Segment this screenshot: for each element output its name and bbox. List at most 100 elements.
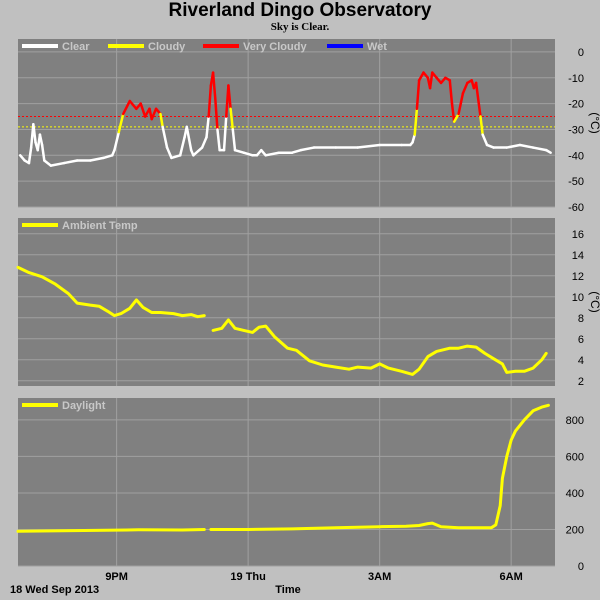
legend-label-cloudy: Cloudy [148, 41, 186, 53]
sky-panel: 0 -10 -20 -30 -40 -50 -60 (°C) Clear Cloudy Ve… [18, 39, 600, 214]
sky-temp-segment [450, 102, 456, 123]
sky-thresholds [18, 116, 555, 128]
sky-temp-segment [40, 143, 46, 162]
sky-temp-segment [214, 97, 219, 131]
sky-temp-segment [461, 81, 469, 95]
sky-temp-segment [161, 125, 169, 149]
y-tick-label: 8 [578, 313, 584, 325]
sky-temp-segment [505, 143, 522, 149]
legend-label-wet: Wet [367, 41, 387, 53]
sky-grid [18, 39, 555, 208]
ambient-grid [18, 218, 555, 386]
y-tick-label: -20 [568, 99, 584, 111]
sky-temp-segment [207, 84, 213, 118]
sky-temp-segment [170, 154, 182, 160]
y-tick-label: 12 [572, 271, 584, 283]
x-tick-label: 3AM [368, 571, 391, 583]
sky-temp-segment [62, 159, 79, 165]
sky-temp-segment [89, 156, 105, 162]
daylight-line [16, 528, 206, 533]
sky-temp-segment [413, 107, 419, 136]
y-tick-label: -40 [568, 150, 584, 162]
legend-label-ambient: Ambient Temp [62, 220, 138, 232]
sky-series [18, 71, 552, 167]
sky-temp-segment [229, 107, 235, 131]
y-tick-label: 16 [572, 229, 584, 241]
x-axis-ticks: 9PM 19 Thu 3AM 6AM [105, 571, 522, 583]
ambient-line [16, 265, 206, 319]
x-tick-label: 9PM [105, 571, 128, 583]
sky-temp-segment [113, 130, 121, 152]
y-tick-label: 800 [566, 415, 584, 427]
x-axis-title: Time [275, 584, 300, 596]
ambient-line [211, 318, 548, 376]
chart-subtitle: Sky is Clear. [270, 21, 330, 33]
ambient-panel-bg [18, 218, 555, 386]
y-tick-label: 0 [578, 47, 584, 59]
sky-temp-segment [102, 154, 114, 160]
sky-temp-segment [121, 99, 132, 116]
sky-temp-segment [415, 79, 421, 111]
legend-label-very-cloudy: Very Cloudy [243, 41, 307, 53]
sky-temp-segment [165, 146, 173, 160]
legend-label-daylight: Daylight [62, 400, 106, 412]
sky-temp-segment [32, 123, 37, 144]
sky-temp-segment [518, 143, 535, 149]
sky-temp-segment [242, 151, 254, 157]
x-tick-label: 6AM [500, 571, 523, 583]
ambient-unit-label: (°C) [588, 291, 600, 312]
daylight-panel: 800 600 400 200 0 Daylight [16, 398, 584, 573]
sky-temp-segment [452, 112, 460, 123]
sky-temp-segment [205, 115, 210, 139]
sky-temp-segment [139, 102, 147, 118]
sky-temp-segment [159, 112, 164, 129]
sky-temp-segment [27, 146, 33, 165]
ambient-legend: Ambient Temp [22, 220, 138, 232]
sky-temp-segment [38, 133, 44, 147]
date-label: 18 Wed Sep 2013 [10, 584, 99, 596]
sky-temp-segment [192, 146, 204, 157]
y-tick-label: -50 [568, 176, 584, 188]
sky-temp-segment [264, 151, 281, 157]
sky-y-ticks: 0 -10 -20 -30 -40 -50 -60 [568, 47, 584, 214]
sky-temp-segment [211, 71, 217, 100]
y-tick-label: 14 [572, 250, 584, 262]
sky-panel-bg [18, 39, 555, 207]
sky-temp-segment [43, 159, 53, 167]
y-tick-label: 10 [572, 292, 584, 304]
sky-temp-segment [185, 125, 193, 152]
sky-temp-segment [200, 135, 208, 149]
x-tick-label: 19 Thu [230, 571, 265, 583]
ambient-y-ticks: 16 14 12 10 8 6 4 2 [572, 229, 584, 388]
sky-temp-segment [411, 133, 416, 144]
sky-temp-segment [479, 115, 484, 136]
y-tick-label: 600 [566, 451, 584, 463]
sky-temp-segment [356, 143, 381, 149]
y-tick-label: -10 [568, 73, 584, 85]
sky-temp-segment [544, 148, 552, 154]
sky-temp-segment [222, 115, 228, 152]
ambient-panel: 16 14 12 10 8 6 4 2 (°C) Ambient Temp [16, 218, 600, 388]
sky-legend: Clear Cloudy Very Cloudy Wet [22, 41, 387, 53]
y-tick-label: 6 [578, 334, 584, 346]
y-tick-label: 2 [578, 376, 584, 388]
sky-temp-segment [233, 148, 246, 154]
sky-temp-segment [290, 148, 302, 154]
sky-temp-segment [117, 112, 125, 134]
sky-temp-segment [299, 146, 316, 152]
sky-temp-segment [178, 135, 186, 157]
legend-label-clear: Clear [62, 41, 90, 53]
sky-temp-segment [457, 92, 465, 116]
sky-temp-segment [49, 161, 66, 167]
sky-unit-label: (°C) [588, 112, 600, 133]
sky-temp-segment [231, 128, 237, 152]
sky-temp-segment [448, 79, 454, 105]
y-tick-label: 200 [566, 524, 584, 536]
daylight-panel-bg [18, 398, 555, 566]
sky-temp-segment [417, 71, 425, 82]
sky-temp-segment [216, 128, 221, 152]
y-tick-label: -30 [568, 124, 584, 136]
sky-temp-segment [531, 146, 548, 152]
y-tick-label: 0 [578, 561, 584, 573]
sky-temp-segment [428, 71, 434, 90]
